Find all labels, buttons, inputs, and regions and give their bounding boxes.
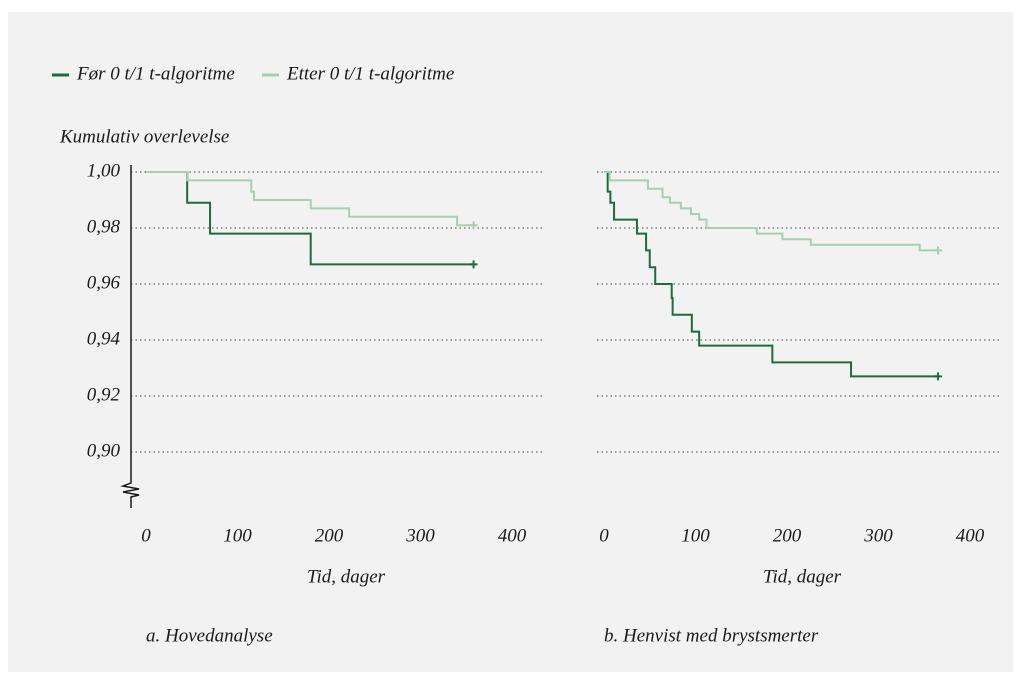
y-tick-label: 0,96 xyxy=(87,272,121,293)
x-tick-label: 300 xyxy=(863,525,893,546)
y-tick-label: 0,94 xyxy=(87,328,121,349)
y-tick-label: 0,92 xyxy=(87,384,121,405)
y-tick-label: 0,90 xyxy=(87,440,121,461)
chart-title: a. Hovedanalyse xyxy=(146,625,273,646)
x-tick-label: 200 xyxy=(773,525,802,546)
legend-label: Før 0 t/1 t-algoritme xyxy=(76,63,235,84)
censor-mark xyxy=(469,260,478,269)
survival-line xyxy=(604,171,938,378)
survival-line xyxy=(146,171,474,227)
x-tick-label: 100 xyxy=(223,525,252,546)
x-tick-label: 100 xyxy=(681,525,710,546)
x-axis-label: Tid, dager xyxy=(763,566,842,587)
x-axis-label: Tid, dager xyxy=(307,566,386,587)
legend-label: Etter 0 t/1 t-algoritme xyxy=(286,63,454,84)
y-axis xyxy=(120,165,140,508)
panel xyxy=(8,12,1013,672)
y-axis-label: Kumulativ overlevelse xyxy=(59,126,229,147)
chart-title: b. Henvist med brystsmerter xyxy=(604,625,819,646)
x-tick-label: 200 xyxy=(315,525,344,546)
survival-line xyxy=(604,171,938,252)
x-tick-label: 300 xyxy=(405,525,435,546)
censor-mark xyxy=(469,221,478,230)
x-tick-label: 0 xyxy=(141,525,151,546)
x-tick-label: 400 xyxy=(498,525,527,546)
censor-mark xyxy=(933,372,942,381)
y-tick-label: 1,00 xyxy=(87,160,121,181)
censor-mark xyxy=(933,246,942,255)
y-tick-label: 0,98 xyxy=(87,216,121,237)
x-tick-label: 400 xyxy=(956,525,985,546)
x-tick-label: 0 xyxy=(599,525,609,546)
